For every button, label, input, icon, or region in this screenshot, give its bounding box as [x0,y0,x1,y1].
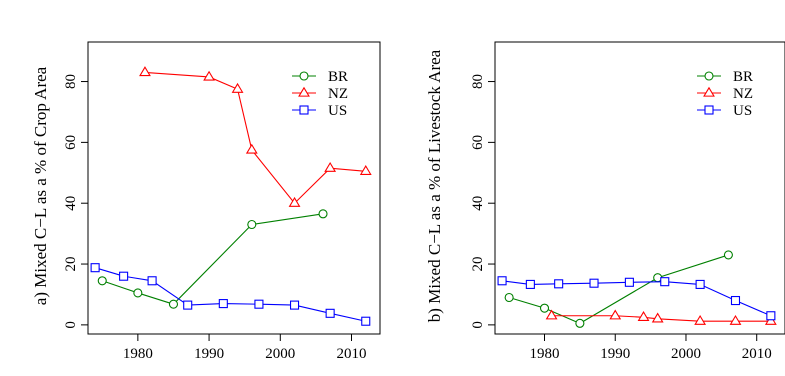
data-point [730,295,741,306]
data-point [589,278,599,288]
y-tick-label: 0 [63,321,79,329]
panel-livestock-area: b) Mixed C−L as a % of Livestock Area 0 2… [425,41,785,362]
data-point [497,276,507,286]
x-tick-label: 2010 [337,346,367,362]
series-br [504,250,733,328]
data-point [729,314,742,325]
data-point [119,271,129,281]
data-point [766,311,776,321]
data-point [139,66,151,77]
data-point [90,263,100,273]
data-point [660,277,670,287]
y-tick-label: 40 [63,196,79,211]
data-point [609,309,622,320]
x-tick-label: 2010 [742,346,772,362]
y-axis-title: a) Mixed C−L as a % of Crop Area [31,66,50,305]
data-point [203,70,215,81]
panel-crop-area: a) Mixed C−L as a % of Crop Area 0 20 40 60… [31,41,381,362]
y-tick-label: 20 [470,257,486,272]
data-point [723,250,733,260]
data-point [298,86,310,97]
y-tick-label: 40 [470,196,486,211]
data-point [539,303,550,313]
data-point [651,312,664,323]
legend-label: US [328,103,347,119]
data-point [704,71,714,81]
data-point [637,310,650,321]
data-point [624,277,634,287]
data-point [694,314,707,325]
data-point [695,279,705,289]
x-tick-label: 2000 [671,346,701,362]
data-point [703,86,715,97]
y-tick-label: 0 [470,321,486,329]
data-point [231,82,244,93]
legend-label: NZ [733,86,753,102]
legend-label: BR [328,69,348,85]
y-tick-label: 60 [63,135,79,150]
series-nz [545,309,777,325]
data-point [554,279,564,289]
data-point [318,209,328,219]
plot-frame [87,41,381,335]
data-point [525,279,535,289]
data-point [168,299,179,309]
data-point [254,299,264,309]
series-nz [139,66,372,207]
data-point [218,299,228,309]
legend-label: US [733,103,752,119]
data-point [289,300,300,310]
data-point [133,288,143,298]
data-point [299,105,309,115]
y-tick-label: 60 [470,135,486,150]
data-point [245,143,258,154]
x-tick-label: 1980 [123,346,153,362]
y-axis-title: b) Mixed C−L as a % of Livestock Area [425,49,444,322]
y-tick-label: 20 [63,257,79,272]
y-tick-label: 80 [63,74,79,89]
x-tick-label: 2000 [265,346,295,362]
data-point [545,309,558,320]
y-tick-label: 80 [470,74,486,89]
data-point [299,71,309,81]
data-point [324,161,337,172]
data-point [504,292,514,303]
data-point [361,316,371,326]
data-point [325,308,335,318]
data-point [704,105,714,115]
series-us [497,276,776,321]
series-line [508,254,729,324]
plot-frame [494,41,785,335]
data-point [247,219,257,230]
data-point [183,300,193,310]
legend-label: NZ [328,86,348,102]
data-point [97,276,107,286]
legend-label: BR [733,69,753,85]
x-tick-label: 1980 [530,346,560,362]
data-point [288,196,301,207]
x-tick-label: 1990 [194,346,224,362]
series-us [90,263,371,326]
data-point [359,164,372,175]
series-br [97,209,328,309]
x-tick-label: 1990 [600,346,630,362]
data-point [575,318,585,328]
data-point [147,276,157,286]
